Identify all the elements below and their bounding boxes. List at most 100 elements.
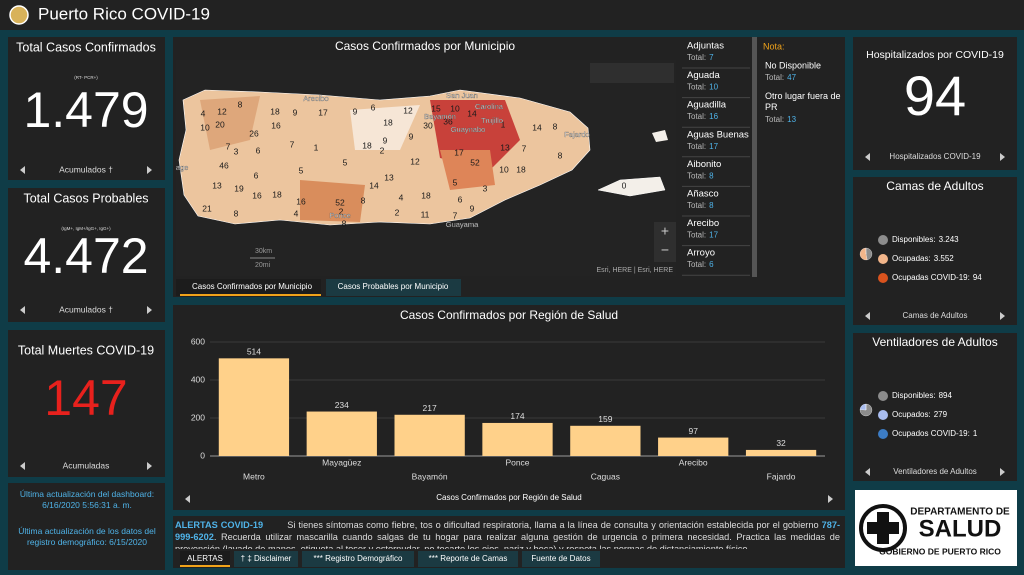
value-label: 514 [247,347,261,357]
total-value: 8 [709,172,714,181]
zoom-out[interactable]: − [661,242,669,258]
bar[interactable] [306,411,377,456]
stat-value: 147 [44,370,127,426]
tab-label[interactable]: Casos Confirmados por Municipio [192,282,313,291]
municipio-count: 7 [226,141,231,151]
municipio-count: 8 [361,195,366,205]
municipio-count: 16 [252,190,262,200]
zoom-in[interactable]: + [661,223,669,239]
prev-arrow[interactable] [865,468,870,476]
next-arrow[interactable] [1000,312,1005,320]
bar[interactable] [394,414,465,456]
total-value: 16 [709,112,718,121]
tab-label[interactable]: ALERTAS [187,554,223,563]
next-arrow[interactable] [147,166,152,174]
tab[interactable] [176,279,321,296]
note-title: Nota: [763,41,785,51]
zoom-control[interactable] [654,222,676,262]
total-label: Total: [687,53,706,62]
municipio-count: 6 [256,145,261,155]
legend-value: 94 [973,273,982,282]
next-arrow[interactable] [147,462,152,470]
tab[interactable] [522,551,600,567]
x-tick-label: Caguas [591,471,620,481]
stat-value: 4.472 [23,228,148,284]
legend-value: 3.243 [939,235,960,244]
map-region [440,150,495,190]
municipio-count: 36 [443,116,453,126]
municipio-count: 4 [294,208,299,218]
island-culebra [652,130,668,142]
update-note: Última actualización de los datos del re… [18,526,156,547]
map-toolbar[interactable] [590,63,674,83]
attribution: Esri, HERE | Esri, HERE [597,267,674,274]
bar[interactable] [745,449,817,456]
bar[interactable] [570,425,641,456]
municipio-count: 14 [467,108,477,118]
bar[interactable] [482,422,553,456]
prev-arrow[interactable] [865,153,870,161]
header-bar [0,0,1024,30]
municipio-count: 18 [272,189,282,199]
municipio-count: 18 [270,106,280,116]
next-arrow[interactable] [1000,153,1005,161]
tab-label[interactable]: *** Reporte de Camas [429,554,508,563]
prev-arrow[interactable] [20,306,25,314]
municipio-count: 14 [369,180,379,190]
note-name: No Disponible [765,60,821,70]
tab[interactable] [180,551,230,567]
tab[interactable] [234,551,298,567]
stat-value: 94 [904,64,966,127]
next-arrow[interactable] [828,495,833,503]
scrollbar[interactable] [752,37,757,277]
alerts-heading: ALERTAS COVID-19 [175,520,264,530]
stat-title: Total Casos Confirmados [16,40,156,54]
note-name: Otro lugar fuera de PR [765,91,841,112]
note-name-line: PR [765,102,778,112]
total-label: Total: [687,142,706,151]
tab-label[interactable]: † ‡ Disclaimer [241,554,292,563]
update-note: Última actualización del dashboard: 6/16… [19,489,155,510]
value-label: 32 [776,438,786,448]
municipio-name: Aguadilla [687,100,727,111]
tab[interactable] [326,279,461,296]
municipio-count: 30 [423,120,433,130]
municipio-total: Total: 10 [687,83,719,92]
total-label: Total: [687,83,706,92]
place-name: Carolina [475,102,504,111]
legend-text: Ocupados COVID-19: 1 [892,429,978,438]
municipio-count: 3 [483,183,488,193]
tab[interactable] [302,551,414,567]
prev-arrow[interactable] [20,462,25,470]
alerts-body: Si tienes síntomas como fiebre, tos o di… [287,520,819,530]
prev-arrow[interactable] [20,166,25,174]
next-arrow[interactable] [147,306,152,314]
prev-arrow[interactable] [185,495,190,503]
panel-title: Camas de Adultos [886,179,983,193]
next-arrow[interactable] [1000,468,1005,476]
municipio-count: 9 [409,131,414,141]
total-value: 6 [709,260,714,269]
y-tick-label: 200 [191,412,205,422]
bar[interactable] [658,437,729,456]
legend-swatch [878,391,888,401]
municipio-count: 8 [234,208,239,218]
prev-arrow[interactable] [865,312,870,320]
municipio-total: Total: 8 [687,201,714,210]
stat-note: (RT- PCR+) [74,75,98,80]
municipio-count: 18 [516,164,526,174]
stat-footer: Acumulados † [59,304,113,314]
municipio-count: 46 [219,160,229,170]
panel [8,483,165,570]
bar[interactable] [218,358,290,456]
place-name: Bayamón [424,112,456,121]
tab-label[interactable]: Casos Probables por Municipio [338,282,449,291]
stat-note: (IgM+, IgM+/IgG+, IgG+) [61,226,111,231]
tab-label[interactable]: *** Registro Demográfico [314,554,403,563]
legend-value: 279 [934,410,948,419]
logo-text: GOBIERNO DE PUERTO RICO [879,546,1001,556]
tab[interactable] [418,551,518,567]
tab-label[interactable]: Fuente de Datos [531,554,590,563]
municipio-count: 9 [470,203,475,213]
